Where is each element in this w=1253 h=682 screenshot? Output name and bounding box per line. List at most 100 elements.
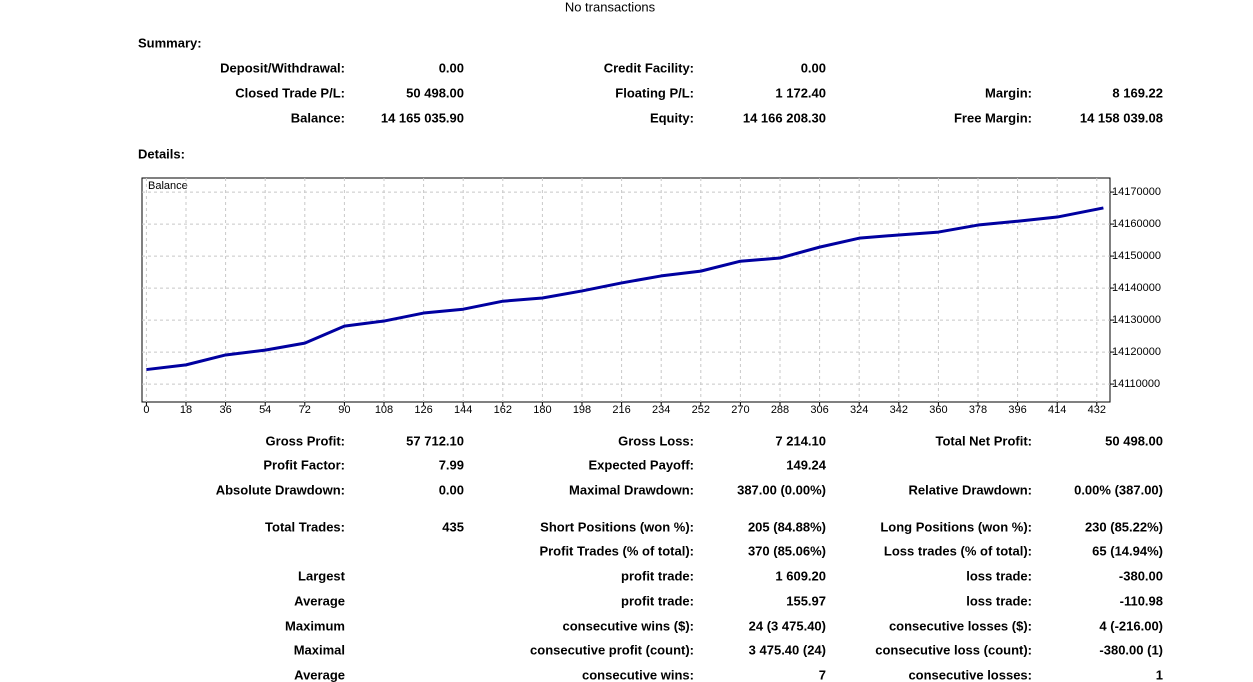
page-title: No transactions — [565, 0, 656, 14]
field-label: Average — [294, 667, 345, 682]
x-tick-label: 270 — [731, 404, 749, 416]
field-label: Gross Loss: — [618, 433, 694, 448]
x-tick-label: 144 — [454, 404, 472, 416]
x-tick-label: 72 — [299, 404, 311, 416]
field-label: Total Trades: — [265, 519, 345, 534]
field-value: -380.00 — [1119, 568, 1163, 583]
field-label: Expected Payoff: — [589, 457, 694, 472]
field-value: 7 214.10 — [775, 433, 826, 448]
y-tick-label: 14140000 — [1112, 282, 1161, 294]
x-tick-label: 36 — [219, 404, 231, 416]
section-label: Summary: — [138, 35, 202, 50]
x-tick-label: 234 — [652, 404, 670, 416]
field-value: 387.00 (0.00%) — [737, 482, 826, 497]
x-tick-label: 378 — [969, 404, 987, 416]
x-tick-label: 288 — [771, 404, 789, 416]
field-label: consecutive losses ($): — [889, 618, 1032, 633]
field-label: Total Net Profit: — [935, 433, 1032, 448]
field-label: Largest — [298, 568, 346, 583]
field-label: profit trade: — [621, 568, 694, 583]
field-value: 1 — [1156, 667, 1163, 682]
field-label: Equity: — [650, 110, 694, 125]
y-tick-label: 14110000 — [1112, 378, 1160, 390]
field-value: 0.00 — [439, 60, 464, 75]
field-label: Floating P/L: — [615, 85, 694, 100]
y-tick-label: 14120000 — [1112, 346, 1161, 358]
field-value: 149.24 — [786, 457, 827, 472]
field-value: 230 (85.22%) — [1085, 519, 1163, 534]
field-label: loss trade: — [966, 568, 1032, 583]
x-tick-label: 90 — [338, 404, 350, 416]
field-label: Average — [294, 593, 345, 608]
x-tick-label: 0 — [143, 404, 149, 416]
field-label: Absolute Drawdown: — [216, 482, 345, 497]
field-label: loss trade: — [966, 593, 1032, 608]
field-label: consecutive loss (count): — [875, 642, 1032, 657]
x-tick-label: 162 — [494, 404, 512, 416]
field-value: 1 609.20 — [775, 568, 826, 583]
field-value: 65 (14.94%) — [1092, 543, 1163, 558]
field-value: 8 169.22 — [1112, 85, 1163, 100]
field-label: Relative Drawdown: — [908, 482, 1032, 497]
field-label: Profit Factor: — [263, 457, 345, 472]
x-tick-label: 198 — [573, 404, 591, 416]
field-value: 50 498.00 — [406, 85, 464, 100]
field-label: Maximal Drawdown: — [569, 482, 694, 497]
field-label: Profit Trades (% of total): — [539, 543, 694, 558]
field-value: 50 498.00 — [1105, 433, 1163, 448]
field-value: -110.98 — [1120, 593, 1163, 608]
y-tick-label: 14130000 — [1112, 314, 1161, 326]
field-value: 0.00% (387.00) — [1074, 482, 1163, 497]
field-label: Maximum — [285, 618, 345, 633]
field-value: 24 (3 475.40) — [749, 618, 826, 633]
y-tick-label: 14150000 — [1112, 250, 1161, 262]
field-label: Credit Facility: — [604, 60, 694, 75]
field-label: profit trade: — [621, 593, 694, 608]
x-tick-label: 252 — [692, 404, 710, 416]
field-label: Maximal — [294, 642, 345, 657]
field-value: -380.00 (1) — [1099, 642, 1163, 657]
field-label: consecutive wins: — [582, 667, 694, 682]
x-tick-label: 108 — [375, 404, 393, 416]
field-value: 57 712.10 — [406, 433, 464, 448]
x-tick-label: 306 — [810, 404, 828, 416]
field-value: 435 — [442, 519, 464, 534]
field-value: 14 158 039.08 — [1080, 110, 1163, 125]
x-tick-label: 396 — [1008, 404, 1026, 416]
field-label: Balance: — [291, 110, 345, 125]
field-label: Loss trades (% of total): — [884, 543, 1032, 558]
field-value: 4 (-216.00) — [1099, 618, 1163, 633]
field-label: Deposit/Withdrawal: — [220, 60, 345, 75]
chart-title: Balance — [148, 180, 188, 192]
x-tick-label: 414 — [1048, 404, 1066, 416]
x-tick-label: 126 — [414, 404, 432, 416]
field-value: 14 166 208.30 — [743, 110, 826, 125]
field-label: Short Positions (won %): — [540, 519, 694, 534]
section-label: Details: — [138, 146, 185, 161]
x-tick-label: 324 — [850, 404, 868, 416]
field-value: 370 (85.06%) — [748, 543, 826, 558]
field-label: consecutive wins ($): — [563, 618, 694, 633]
x-tick-label: 18 — [180, 404, 192, 416]
field-value: 0.00 — [439, 482, 464, 497]
x-tick-label: 432 — [1088, 404, 1106, 416]
field-label: consecutive losses: — [908, 667, 1032, 682]
x-tick-label: 360 — [929, 404, 947, 416]
x-tick-label: 216 — [612, 404, 630, 416]
y-tick-label: 14160000 — [1112, 218, 1161, 230]
y-tick-label: 14170000 — [1112, 186, 1161, 198]
field-value: 14 165 035.90 — [381, 110, 464, 125]
x-tick-label: 54 — [259, 404, 271, 416]
field-value: 3 475.40 (24) — [749, 642, 826, 657]
field-label: Margin: — [985, 85, 1032, 100]
field-value: 1 172.40 — [775, 85, 826, 100]
field-value: 155.97 — [786, 593, 826, 608]
plot-frame — [141, 177, 1111, 403]
x-tick-label: 342 — [890, 404, 908, 416]
field-value: 205 (84.88%) — [748, 519, 826, 534]
field-value: 7 — [819, 667, 826, 682]
field-label: Long Positions (won %): — [880, 519, 1032, 534]
field-label: Free Margin: — [954, 110, 1032, 125]
